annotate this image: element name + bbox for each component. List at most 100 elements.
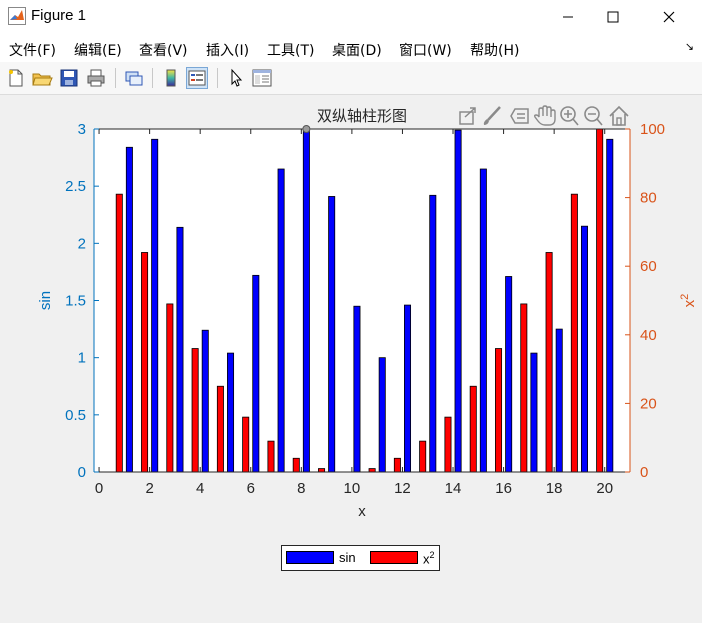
- minimize-icon: [563, 16, 573, 18]
- bar-x2: [267, 440, 275, 473]
- bar-sin: [429, 194, 437, 473]
- title-bar: Figure 1: [0, 0, 702, 34]
- home-icon[interactable]: [609, 105, 629, 126]
- x-tick-label: 14: [445, 480, 462, 497]
- menu-tools[interactable]: 工具(T): [267, 43, 315, 59]
- bar-x2: [368, 468, 376, 473]
- new-figure-icon[interactable]: [5, 67, 27, 89]
- menu-window[interactable]: 窗口(W): [399, 43, 452, 59]
- dual-axis-bar-chart: 0 2 4 6 8 10 12 14 16 18 20 0 0.5 1 1.5 2 2.5 3 0 20 40 60 80 1…: [37, 107, 698, 520]
- y-left-tick-label: 3: [78, 121, 86, 138]
- bar-x2: [570, 193, 578, 473]
- open-icon[interactable]: [31, 67, 53, 89]
- figure-canvas: 0 2 4 6 8 10 12 14 16 18 20 0 0.5 1 1.5 2 2.5 3 0 20 40 60 80 1…: [2, 95, 700, 621]
- legend-icon: [188, 70, 206, 86]
- bar-x2: [444, 416, 452, 473]
- y-right-tick-label: 80: [640, 190, 657, 207]
- close-icon: [663, 11, 675, 23]
- menu-insert[interactable]: 插入(I): [206, 43, 250, 59]
- link-icon[interactable]: [123, 67, 145, 89]
- bar-sin: [378, 357, 386, 473]
- toolbar-separator: [115, 68, 116, 88]
- y-left-tick-label: 2.5: [65, 178, 86, 195]
- menu-desktop[interactable]: 桌面(D): [332, 43, 382, 59]
- maximize-icon: [607, 11, 619, 23]
- legend[interactable]: sin x2: [281, 545, 440, 571]
- x-tick-label: 8: [297, 480, 305, 497]
- print-icon[interactable]: [85, 67, 107, 89]
- axes-toolbar: [459, 105, 629, 126]
- bar-sin: [353, 305, 361, 473]
- bar-x2: [596, 128, 604, 473]
- bar-x2: [318, 468, 326, 473]
- x-tick-label: 10: [344, 480, 361, 497]
- bar-x2: [495, 348, 503, 473]
- pointer-icon[interactable]: [225, 67, 247, 89]
- bar-sin: [580, 225, 588, 473]
- bar-x2: [393, 457, 401, 473]
- matlab-logo-icon: [8, 7, 26, 25]
- window-title: Figure 1: [31, 7, 87, 24]
- brush-icon[interactable]: [483, 106, 501, 125]
- chart-title: 双纵轴柱形图: [317, 107, 407, 125]
- maximize-button[interactable]: [590, 0, 636, 34]
- save-icon[interactable]: [58, 67, 80, 89]
- export-icon[interactable]: [459, 107, 476, 125]
- pan-icon[interactable]: [533, 105, 556, 126]
- toolbar-separator: [152, 68, 153, 88]
- legend-label-x2: x2: [423, 550, 435, 567]
- bar-sin: [302, 129, 310, 473]
- bar-sin: [454, 129, 462, 473]
- x-axis-label: x: [358, 503, 366, 520]
- bar-sin: [530, 352, 538, 473]
- colorbar-icon[interactable]: [160, 67, 182, 89]
- x-tick-label: 4: [196, 480, 204, 497]
- bar-sin: [252, 274, 260, 473]
- zoom-in-icon[interactable]: [560, 106, 579, 126]
- bar-x2: [141, 252, 149, 473]
- toolbar-separator: [217, 68, 218, 88]
- y-left-axis-label: sin: [37, 291, 54, 310]
- bar-x2: [166, 303, 174, 473]
- menu-file[interactable]: 文件(F): [9, 43, 56, 59]
- x-tick-label: 6: [247, 480, 255, 497]
- menu-edit[interactable]: 编辑(E): [74, 43, 122, 59]
- y-left-tick-label: 0.5: [65, 407, 86, 424]
- figure-toolbar: [0, 62, 702, 95]
- y-right-tick-label: 40: [640, 327, 657, 344]
- bar-sin: [176, 226, 184, 473]
- bar-sin: [227, 352, 235, 473]
- bar-sin: [201, 329, 209, 473]
- y-right-tick-label: 100: [640, 121, 665, 138]
- data-tip-icon[interactable]: [510, 108, 529, 124]
- bar-sin: [151, 138, 159, 473]
- close-button[interactable]: [646, 0, 692, 34]
- legend-label-sin: sin: [339, 550, 356, 565]
- x-tick-label: 12: [394, 480, 411, 497]
- zoom-out-icon[interactable]: [584, 106, 603, 126]
- menu-view[interactable]: 查看(V): [139, 43, 188, 59]
- y-right-tick-label: 0: [640, 464, 648, 481]
- dock-arrow-icon[interactable]: ↘: [684, 40, 694, 53]
- menu-bar: 文件(F) 编辑(E) 查看(V) 插入(I) 工具(T) 桌面(D) 窗口(W…: [0, 34, 702, 62]
- x-tick-label: 16: [495, 480, 512, 497]
- bar-sin: [479, 168, 487, 473]
- minimize-button[interactable]: [545, 0, 591, 34]
- bar-sin: [328, 196, 336, 473]
- legend-swatch-sin: [286, 551, 334, 564]
- menu-help[interactable]: 帮助(H): [470, 43, 520, 59]
- y-right-tick-label: 60: [640, 258, 657, 275]
- legend-toggle-button[interactable]: [186, 67, 208, 89]
- y-left-tick-label: 1: [78, 350, 86, 367]
- x-tick-label: 2: [145, 480, 153, 497]
- y-right-axis-label: x2: [679, 294, 698, 308]
- bar-x2: [419, 440, 427, 473]
- property-inspector-icon[interactable]: [251, 67, 273, 89]
- bar-sin: [125, 146, 133, 473]
- bar-sin: [606, 138, 614, 473]
- bar-sin: [555, 328, 563, 473]
- bar-x2: [191, 348, 199, 473]
- y-right-tick-label: 20: [640, 395, 657, 412]
- y-left-tick-label: 2: [78, 235, 86, 252]
- bar-x2: [115, 193, 123, 473]
